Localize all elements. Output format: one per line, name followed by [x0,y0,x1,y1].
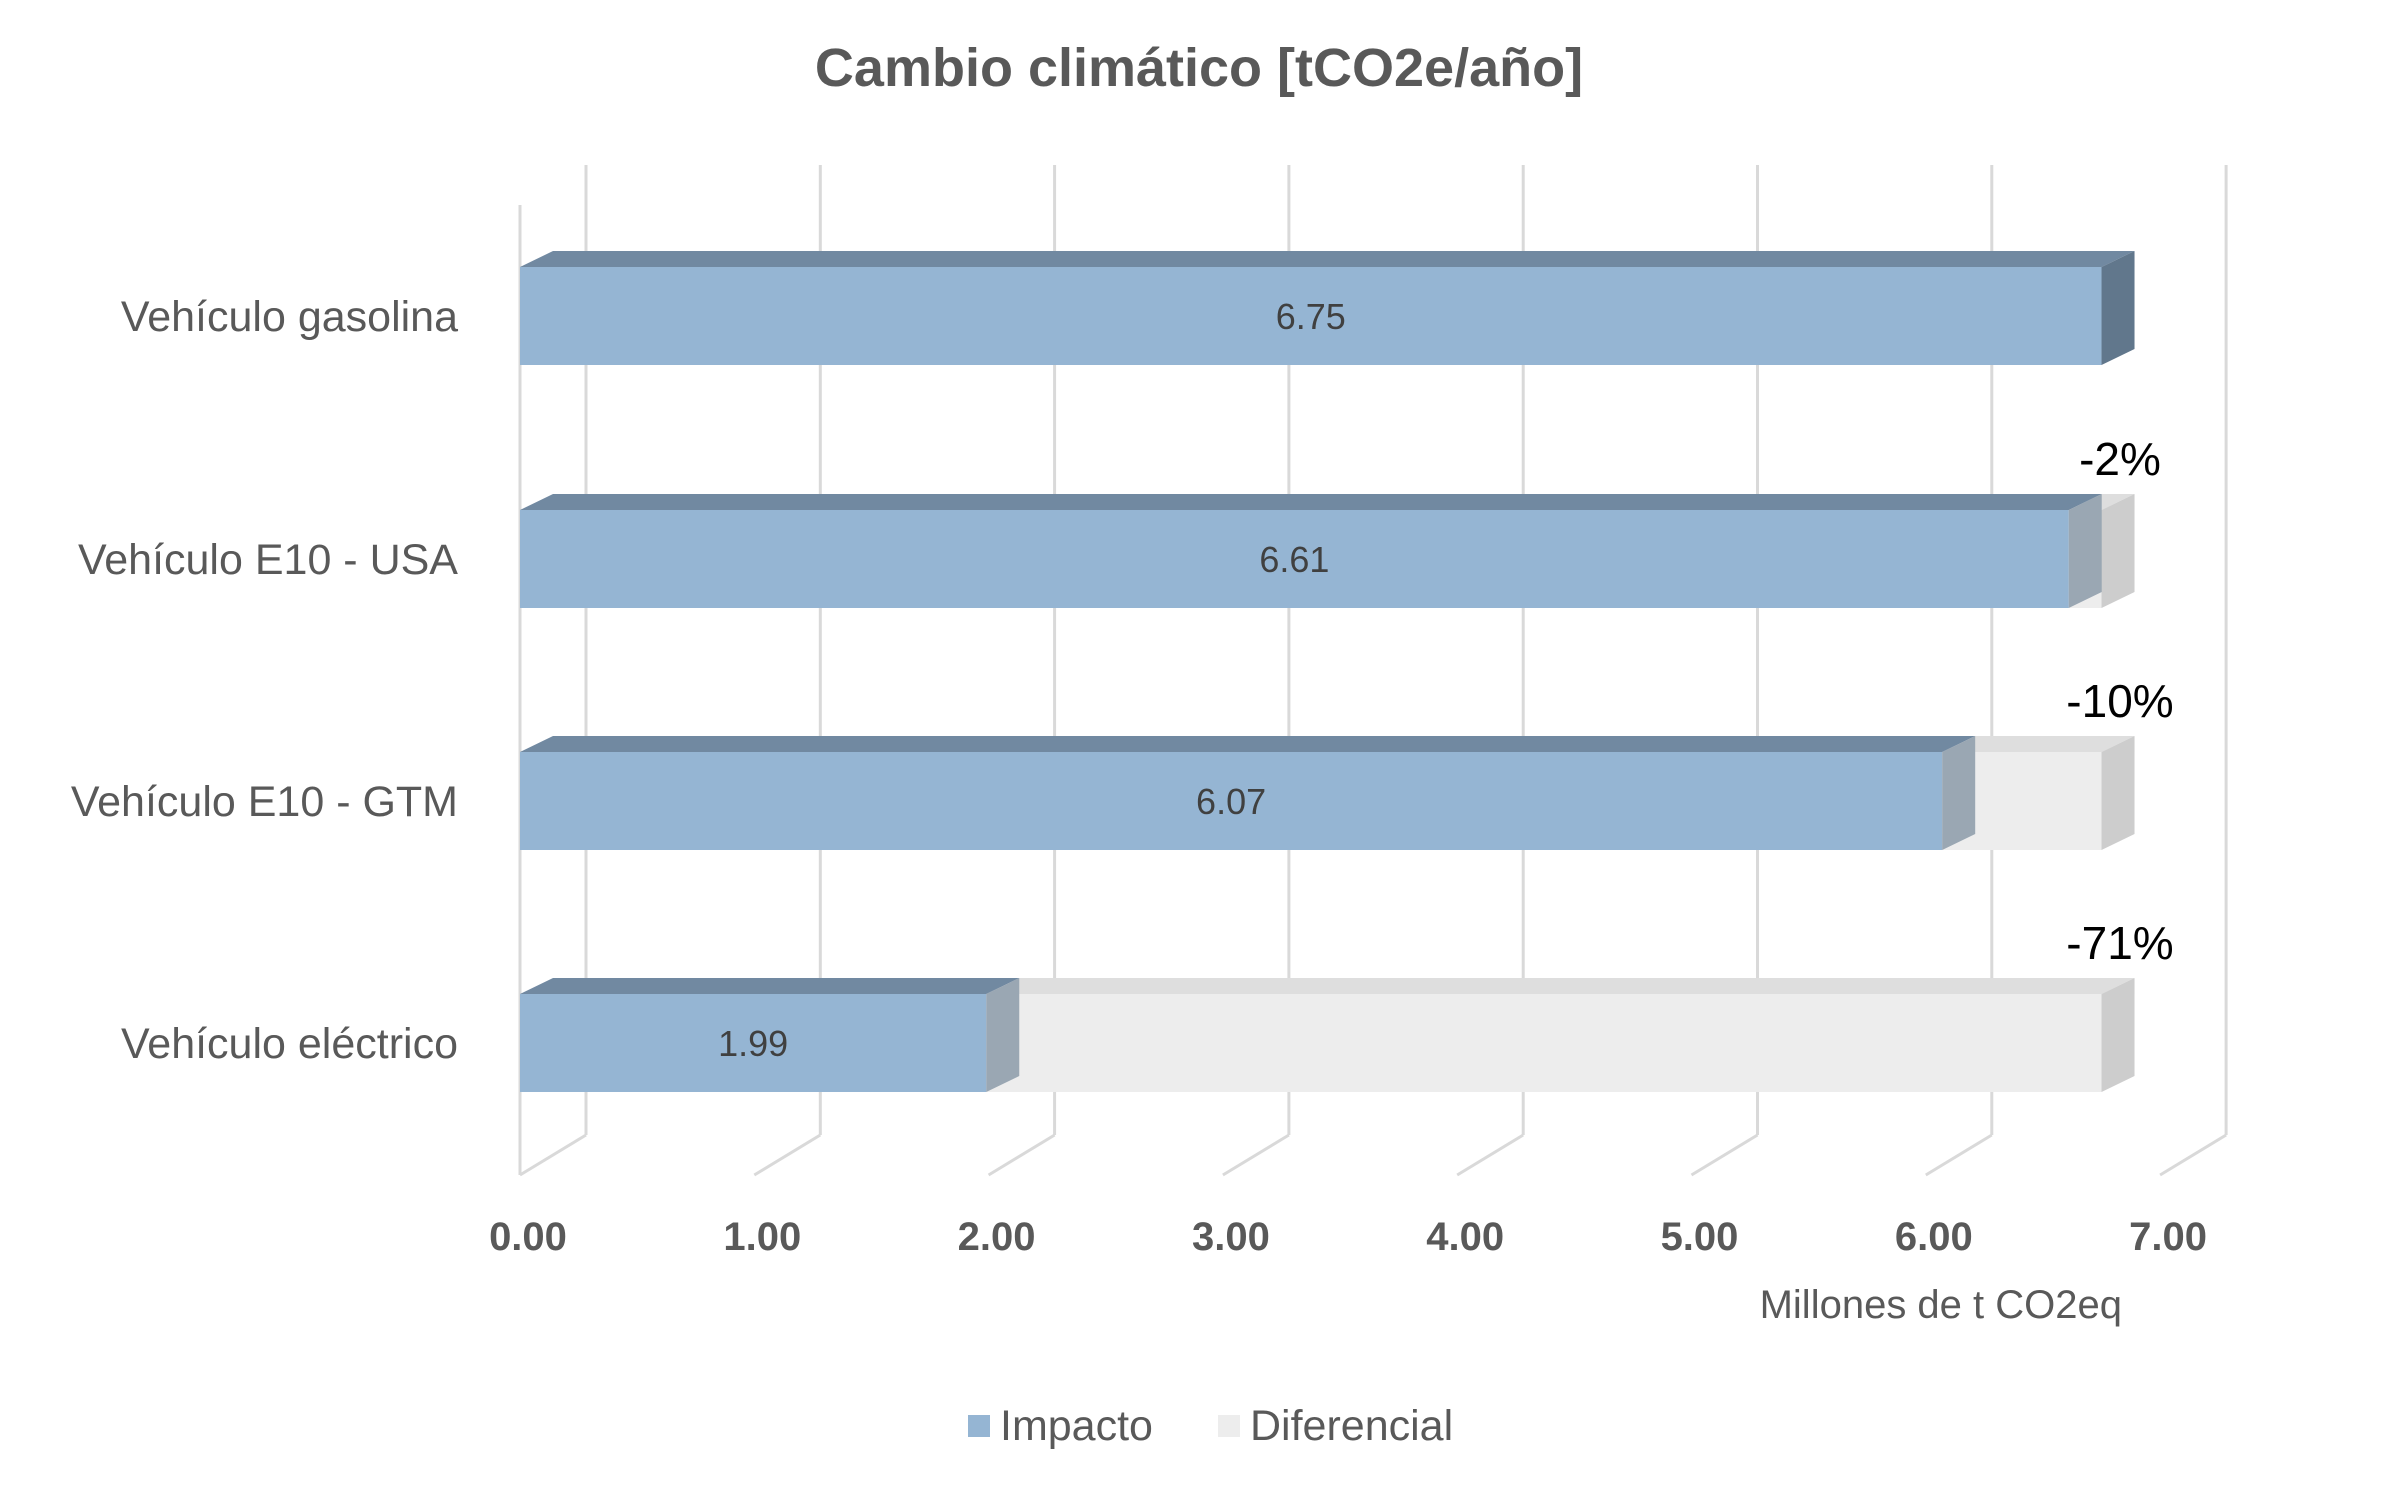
x-tick-label: 6.00 [1895,1215,1973,1259]
legend-label: Impacto [1000,1402,1153,1450]
data-label: 6.07 [1196,781,1266,822]
category-label: Vehículo E10 - USA [78,536,458,584]
bar-group: Vehículo E10 - USA 6.61 -2% [78,433,2161,608]
legend-swatch [1218,1415,1240,1437]
x-tick-label: 0.00 [489,1215,567,1259]
floor-line-7 [2159,1133,2227,1177]
category-label: Vehículo eléctrico [121,1020,458,1068]
bar-group: Vehículo eléctrico 1.99 -71% [121,917,2174,1092]
bar-diferencial-side [2101,978,2135,1092]
x-tick-label: 3.00 [1192,1215,1270,1259]
x-ticks: 0.00 1.00 2.00 3.00 4.00 5.00 6.00 7.00 [489,1215,2207,1259]
floor-line-4 [1456,1133,1524,1177]
floor-line-6 [1925,1133,1993,1177]
bar-group: Vehículo gasolina 6.75 [121,251,2135,365]
legend: Impacto Diferencial [968,1402,1453,1450]
chart-title: Cambio climático [tCO2e/año] [815,38,1583,98]
bar-impacto-side [986,978,1020,1092]
bars: Vehículo gasolina 6.75 Vehículo E10 - USA 6… [71,251,2174,1092]
bar-impacto-top [520,978,1020,994]
bar-diferencial-side [2101,494,2135,608]
data-label: 6.75 [1276,296,1346,337]
bar-impacto-top [520,494,2102,510]
bar-impacto-side [1942,736,1976,850]
floor-line-0 [519,1133,587,1177]
bar-impacto [520,752,1943,850]
x-tick-label: 2.00 [958,1215,1036,1259]
bar-diferencial-top [1942,736,2135,752]
bar-impacto-top [520,251,2135,267]
bar-impacto-top [520,736,1976,752]
floor-line-1 [753,1133,822,1177]
bar-impacto [520,994,987,1092]
floor-line-5 [1690,1133,1759,1177]
category-label: Vehículo E10 - GTM [71,778,458,826]
x-axis-label: Millones de t CO2eq [1760,1283,2122,1327]
bar-impacto [520,267,2102,365]
legend-swatch [968,1415,990,1437]
x-tick-label: 4.00 [1426,1215,1504,1259]
data-label: 6.61 [1259,539,1329,580]
bar-impacto [520,510,2069,608]
legend-item: Impacto [968,1402,1153,1450]
bar-impacto-side [2068,494,2102,608]
bar-diferencial-side [2101,736,2135,850]
floor-line-2 [987,1133,1056,1177]
legend-label: Diferencial [1250,1402,1453,1450]
percent-label: -10% [2066,675,2173,727]
percent-label: -71% [2066,917,2173,969]
x-tick-label: 1.00 [723,1215,801,1259]
bar-diferencial-top [986,978,2135,994]
data-label: 1.99 [718,1023,788,1064]
percent-label: -2% [2079,433,2161,485]
x-tick-label: 7.00 [2129,1215,2207,1259]
floor-line-3 [1222,1133,1290,1177]
legend-item: Diferencial [1218,1402,1453,1450]
bar-impacto-side [2101,251,2135,365]
x-tick-label: 5.00 [1661,1215,1739,1259]
bar-diferencial [986,994,2102,1092]
bar-group: Vehículo E10 - GTM 6.07 -10% [71,675,2174,850]
category-label: Vehículo gasolina [121,293,458,341]
